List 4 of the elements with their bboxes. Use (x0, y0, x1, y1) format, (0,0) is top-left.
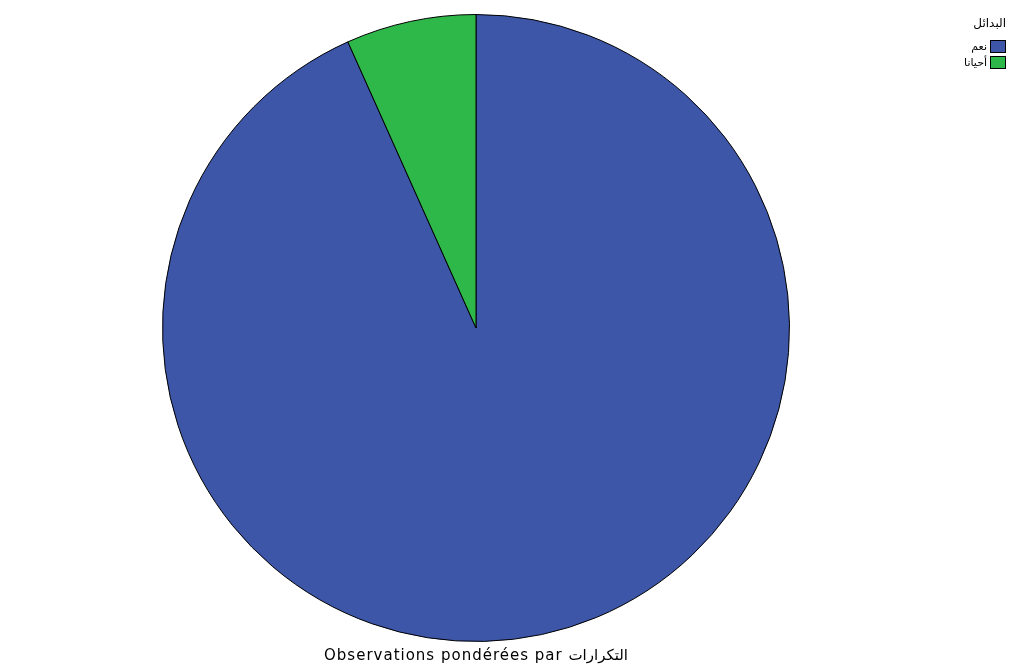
legend-title: البدائل (972, 16, 1006, 30)
text: Observations pondérées par التكرارات (323, 646, 629, 664)
legend-label: أحيانا (964, 55, 987, 69)
legend-label: نعم (971, 39, 987, 53)
